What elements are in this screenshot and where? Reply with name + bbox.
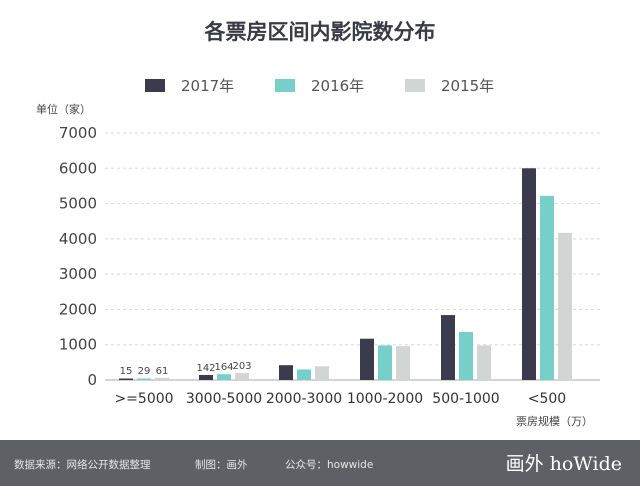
bar-2016年-500-1000: [459, 332, 473, 380]
legend-item-2015: 2015年: [405, 75, 494, 96]
legend-swatch-2017: [145, 79, 165, 92]
x-tick-label: <500: [528, 391, 566, 407]
y-tick-label: 2000: [59, 300, 97, 318]
legend: 2017年 2016年 2015年: [0, 75, 640, 95]
bar-2017年-3000-5000: [199, 374, 213, 380]
footer-maker: 制图：画外: [195, 459, 248, 471]
data-label: 164: [214, 362, 233, 373]
bar-2015年-3000-5000: [235, 372, 249, 380]
bar-2017年->=5000: [119, 378, 133, 380]
brand-logo: 画外 hoWide: [505, 453, 622, 475]
bar-2017年-2000-3000: [279, 365, 293, 380]
y-tick-label: 7000: [59, 124, 97, 142]
legend-label-2015: 2015年: [441, 77, 495, 95]
x-tick-label: 3000-5000: [186, 391, 262, 407]
y-tick-label: 0: [87, 371, 97, 389]
bar-chart: 0 1000 2000 3000 4000 5000 6000 7000 >=5000 3000-…: [59, 124, 600, 428]
footer-bar: 数据来源：网络公开数据整理 制图：画外 公众号：howwide 画外 hoWid…: [0, 440, 640, 486]
bar-2015年->=5000: [155, 377, 169, 380]
bar-2017年-500-1000: [441, 315, 455, 380]
x-axis-unit-label: 票房规模（万）: [516, 414, 593, 428]
data-label: 142: [196, 363, 215, 374]
bar-2016年-2000-3000: [297, 369, 311, 380]
data-label: 203: [232, 361, 251, 372]
y-axis-unit-label: 单位（家）: [36, 103, 91, 116]
legend-label-2016: 2016年: [311, 77, 365, 95]
bar-2016年-3000-5000: [217, 374, 231, 380]
bar-2016年-<500: [540, 195, 554, 380]
y-tick-label: 3000: [59, 265, 97, 283]
x-tick-label: 500-1000: [432, 391, 499, 407]
bar-2017年-1000-2000: [360, 338, 374, 380]
footer-source: 数据来源：网络公开数据整理: [14, 459, 151, 471]
bar-2015年-1000-2000: [396, 346, 410, 380]
x-tick-label: >=5000: [114, 391, 173, 407]
y-tick-label: 4000: [59, 230, 97, 248]
footer-account: 公众号：howwide: [285, 459, 374, 471]
legend-label-2017: 2017年: [181, 77, 235, 95]
y-tick-label: 1000: [59, 336, 97, 354]
bar-2017年-<500: [522, 168, 536, 380]
bar-2016年-1000-2000: [378, 345, 392, 380]
bar-2015年-<500: [558, 232, 572, 380]
legend-swatch-2016: [275, 79, 295, 92]
bar-2015年-2000-3000: [315, 366, 329, 380]
y-tick-label: 5000: [59, 195, 97, 213]
chart-title: 各票房区间内影院数分布: [204, 20, 436, 44]
y-tick-label: 6000: [59, 159, 97, 177]
data-label: 61: [156, 366, 169, 377]
legend-item-2016: 2016年: [275, 75, 364, 96]
data-label: 29: [138, 366, 151, 377]
x-tick-label: 1000-2000: [347, 391, 423, 407]
legend-item-2017: 2017年: [145, 75, 234, 96]
data-label: 15: [120, 366, 133, 377]
bar-2016年->=5000: [137, 378, 151, 380]
bar-2015年-500-1000: [477, 345, 491, 380]
legend-swatch-2015: [405, 79, 425, 92]
x-tick-label: 2000-3000: [266, 391, 342, 407]
